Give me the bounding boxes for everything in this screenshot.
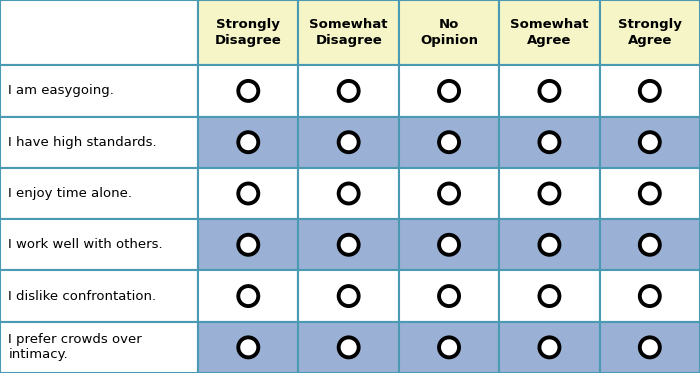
- Text: I dislike confrontation.: I dislike confrontation.: [8, 289, 157, 303]
- Bar: [399, 270, 499, 322]
- Text: I am easygoing.: I am easygoing.: [8, 84, 114, 97]
- Bar: [198, 65, 298, 116]
- Ellipse shape: [238, 337, 258, 357]
- Bar: [298, 270, 399, 322]
- Text: I enjoy time alone.: I enjoy time alone.: [8, 187, 132, 200]
- Bar: [399, 0, 499, 65]
- Bar: [600, 116, 700, 168]
- Bar: [298, 219, 399, 270]
- Ellipse shape: [540, 235, 559, 255]
- Bar: [0, 0, 198, 65]
- Ellipse shape: [339, 286, 358, 306]
- Bar: [600, 322, 700, 373]
- Ellipse shape: [640, 286, 660, 306]
- Ellipse shape: [238, 132, 258, 152]
- Ellipse shape: [640, 81, 660, 101]
- Ellipse shape: [540, 132, 559, 152]
- Bar: [0, 168, 198, 219]
- Bar: [600, 168, 700, 219]
- Bar: [399, 168, 499, 219]
- Ellipse shape: [640, 132, 660, 152]
- Bar: [298, 116, 399, 168]
- Bar: [600, 0, 700, 65]
- Ellipse shape: [540, 286, 559, 306]
- Bar: [0, 116, 198, 168]
- Bar: [298, 65, 399, 116]
- Bar: [499, 168, 600, 219]
- Ellipse shape: [238, 235, 258, 255]
- Ellipse shape: [238, 286, 258, 306]
- Ellipse shape: [640, 235, 660, 255]
- Text: I work well with others.: I work well with others.: [8, 238, 163, 251]
- Text: Strongly
Agree: Strongly Agree: [618, 18, 682, 47]
- Text: I have high standards.: I have high standards.: [8, 136, 157, 149]
- Bar: [198, 168, 298, 219]
- Bar: [0, 219, 198, 270]
- Bar: [499, 322, 600, 373]
- Bar: [600, 270, 700, 322]
- Ellipse shape: [640, 184, 660, 204]
- Text: Strongly
Disagree: Strongly Disagree: [215, 18, 281, 47]
- Bar: [0, 322, 198, 373]
- Bar: [499, 65, 600, 116]
- Ellipse shape: [339, 184, 358, 204]
- Bar: [499, 219, 600, 270]
- Bar: [399, 322, 499, 373]
- Ellipse shape: [439, 337, 459, 357]
- Bar: [298, 168, 399, 219]
- Bar: [600, 65, 700, 116]
- Text: I prefer crowds over
intimacy.: I prefer crowds over intimacy.: [8, 333, 142, 361]
- Text: Somewhat
Agree: Somewhat Agree: [510, 18, 589, 47]
- Bar: [198, 116, 298, 168]
- Bar: [499, 116, 600, 168]
- Bar: [0, 65, 198, 116]
- Ellipse shape: [439, 286, 459, 306]
- Ellipse shape: [439, 132, 459, 152]
- Ellipse shape: [339, 337, 358, 357]
- Bar: [499, 0, 600, 65]
- Ellipse shape: [339, 132, 358, 152]
- Ellipse shape: [439, 184, 459, 204]
- Ellipse shape: [238, 81, 258, 101]
- Ellipse shape: [640, 337, 660, 357]
- Bar: [198, 219, 298, 270]
- Bar: [399, 116, 499, 168]
- Ellipse shape: [339, 81, 358, 101]
- Bar: [399, 219, 499, 270]
- Bar: [298, 322, 399, 373]
- Ellipse shape: [238, 184, 258, 204]
- Ellipse shape: [540, 184, 559, 204]
- Bar: [298, 0, 399, 65]
- Text: Somewhat
Disagree: Somewhat Disagree: [309, 18, 388, 47]
- Ellipse shape: [339, 235, 358, 255]
- Bar: [600, 219, 700, 270]
- Bar: [198, 0, 298, 65]
- Bar: [198, 270, 298, 322]
- Bar: [399, 65, 499, 116]
- Ellipse shape: [540, 81, 559, 101]
- Bar: [499, 270, 600, 322]
- Text: No
Opinion: No Opinion: [420, 18, 478, 47]
- Ellipse shape: [540, 337, 559, 357]
- Bar: [0, 270, 198, 322]
- Ellipse shape: [439, 235, 459, 255]
- Ellipse shape: [439, 81, 459, 101]
- Bar: [198, 322, 298, 373]
